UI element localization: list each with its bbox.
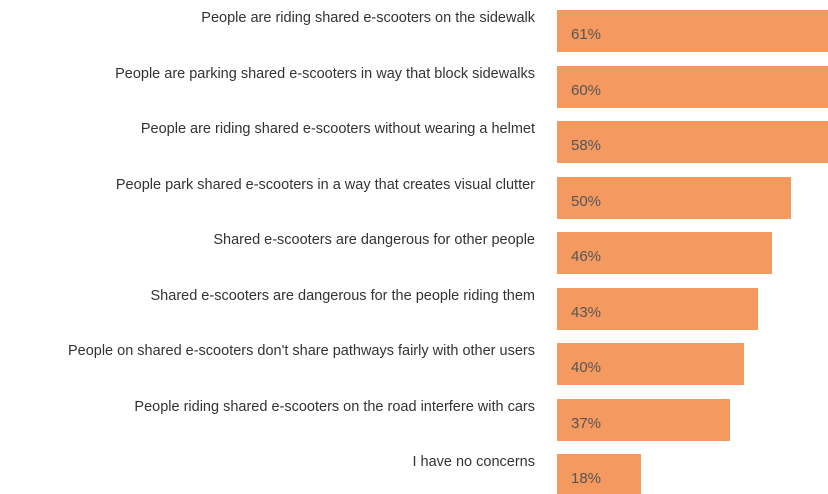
category-label: People are parking shared e-scooters in … [115,65,535,82]
bar [557,176,791,219]
bar [557,10,828,52]
bar [557,287,759,330]
category-label: People on shared e-scooters don't share … [67,343,535,359]
category-label: People park shared e-scooters in a way t… [115,176,535,193]
value-label: 58% [571,137,602,154]
value-label: 61% [571,26,602,43]
category-label: People are riding shared e-scooters on t… [201,10,535,26]
category-label: I have no concerns [412,454,535,470]
bar [557,454,642,494]
value-label: 43% [571,303,602,321]
category-label: People riding shared e-scooters on the r… [134,398,535,415]
category-label: People are riding shared e-scooters with… [140,121,535,137]
value-label: 46% [571,248,602,265]
bar [557,398,731,441]
bar [557,232,773,274]
category-label: Shared e-scooters are dangerous for the … [150,287,535,304]
value-label: 37% [571,414,602,432]
value-label: 60% [571,81,602,99]
bar [557,343,745,385]
value-label: 40% [571,359,602,376]
bar [557,65,828,108]
value-label: 50% [571,192,602,210]
bar [557,121,828,163]
category-label: Shared e-scooters are dangerous for othe… [213,232,535,248]
value-label: 18% [571,470,602,487]
